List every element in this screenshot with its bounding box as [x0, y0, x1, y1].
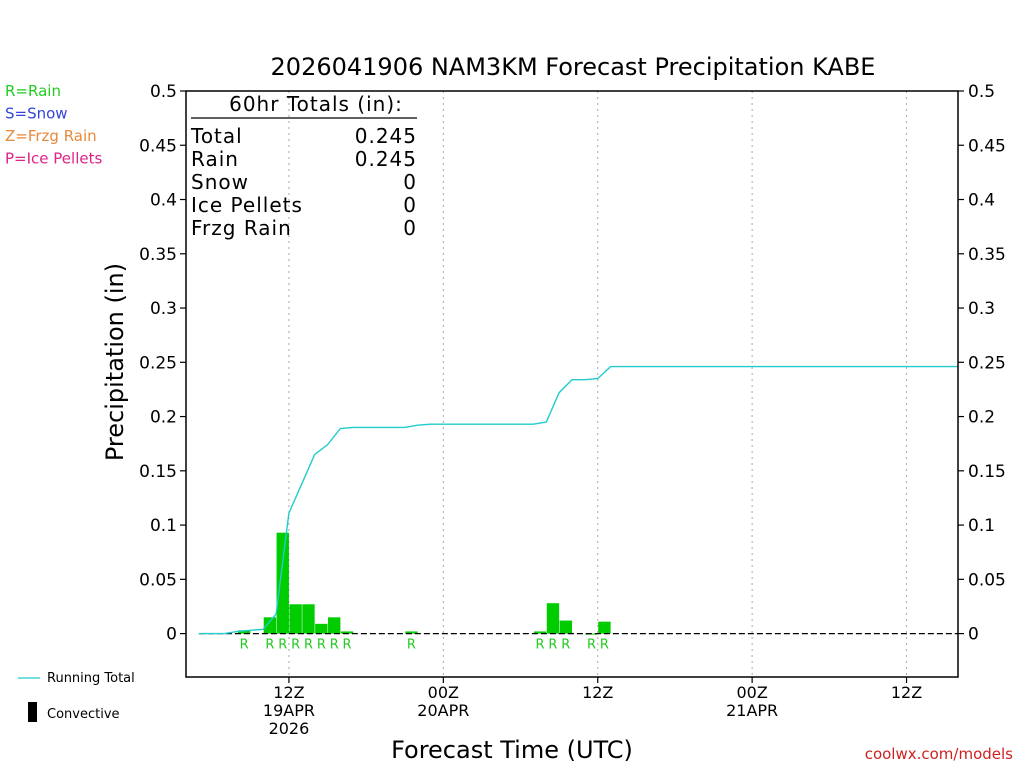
y-tick-label-right: 0.45: [968, 136, 1006, 156]
y-tick-label: 0: [166, 625, 177, 645]
precip-bar: [559, 620, 572, 634]
y-axis-right: 0 0.05 0.1 0.15 0.2 0.25 0.3 0.35 0.4 0.45 0.5: [958, 82, 1006, 645]
y-tick-label: 0.25: [139, 353, 177, 373]
x-tick-label: 20APR: [417, 701, 469, 720]
precip-type-label: R: [278, 638, 287, 653]
y-tick-label-right: 0.25: [968, 353, 1006, 373]
running-total-series: [198, 365, 958, 635]
type-legend-entry: R=Rain: [5, 82, 61, 100]
y-tick-label-right: 0: [968, 625, 979, 645]
precip-type-label: R: [407, 638, 416, 653]
precip-bar: [263, 617, 277, 634]
y-tick-label: 0.5: [150, 82, 177, 102]
y-tick-label-right: 0.4: [968, 191, 995, 211]
precip-type-label: R: [536, 638, 545, 653]
grid-lines: [288, 91, 908, 677]
x-tick-label: 00Z: [736, 683, 767, 702]
y-tick-label: 0.15: [139, 462, 177, 482]
totals-row-label: Ice Pellets: [191, 193, 303, 217]
totals-row-label: Rain: [191, 147, 239, 171]
y-tick-label-right: 0.15: [968, 462, 1006, 482]
y-tick-label-right: 0.1: [968, 516, 995, 536]
x-tick-label: 12Z: [273, 683, 304, 702]
precip-type-legend: R=Rain S=Snow Z=Frzg Rain P=Ice Pellets: [5, 82, 102, 168]
y-tick-label-right: 0.35: [968, 245, 1006, 265]
precip-type-label: R: [240, 638, 249, 653]
totals-row-value: 0: [403, 216, 417, 240]
x-tick-label: 19APR: [263, 701, 315, 720]
x-tick-label: 2026: [269, 719, 310, 738]
running-total-legend-label: Running Total: [47, 671, 135, 686]
y-tick-label: 0.1: [150, 516, 177, 536]
precip-type-label: R: [561, 638, 570, 653]
precip-bars: [237, 532, 611, 635]
y-tick-label-right: 0.2: [968, 408, 995, 428]
convective-legend-label: Convective: [47, 707, 120, 722]
x-tick-label: 21APR: [726, 701, 778, 720]
precip-type-label: R: [265, 638, 274, 653]
footer-credit: coolwx.com/models: [865, 745, 1013, 763]
y-tick-label: 0.45: [139, 136, 177, 156]
precip-type-label: R: [548, 638, 557, 653]
precip-bar: [533, 631, 547, 634]
precip-bar: [598, 621, 611, 634]
y-tick-label: 0.2: [150, 408, 177, 428]
precip-bar: [340, 631, 354, 634]
totals-header: 60hr Totals (in):: [229, 92, 403, 116]
totals-panel: 60hr Totals (in): Total 0.245 Rain 0.245 Snow…: [190, 92, 417, 240]
precip-type-label: R: [343, 638, 352, 653]
x-tick-label: 12Z: [891, 683, 922, 702]
x-axis-label: Forecast Time (UTC): [391, 736, 633, 764]
totals-row-value: 0: [403, 193, 417, 217]
totals-row-label: Snow: [191, 170, 249, 194]
y-tick-label-right: 0.3: [968, 299, 995, 319]
precip-bar: [315, 623, 328, 634]
type-legend-entry: P=Ice Pellets: [5, 150, 102, 168]
y-tick-label: 0.3: [150, 299, 177, 319]
running-total-line: [198, 365, 958, 635]
x-tick-label: 00Z: [428, 683, 459, 702]
y-tick-label-right: 0.05: [968, 570, 1006, 590]
x-tick-label: 12Z: [582, 683, 613, 702]
precip-bar: [328, 617, 341, 634]
plot-frame: [185, 90, 959, 678]
precip-type-label: R: [600, 638, 609, 653]
precip-type-label: R: [304, 638, 313, 653]
y-tick-label: 0.4: [150, 191, 177, 211]
y-tick-label: 0.05: [139, 570, 177, 590]
chart-title: 2026041906 NAM3KM Forecast Precipitation…: [271, 53, 876, 81]
totals-row-value: 0.245: [355, 147, 417, 171]
precip-bar: [405, 631, 418, 634]
y-axis-label: Precipitation (in): [101, 263, 129, 461]
precip-bar: [546, 603, 560, 634]
type-legend-entry: Z=Frzg Rain: [5, 127, 97, 145]
totals-row-label: Frzg Rain: [191, 216, 292, 240]
precip-type-label: R: [317, 638, 326, 653]
y-axis-left: 0 0.05 0.1 0.15 0.2 0.25 0.3 0.35 0.4 0.45 0.5: [139, 82, 186, 645]
precip-bar: [237, 630, 251, 634]
totals-row-value: 0.245: [355, 124, 417, 148]
precip-type-label: R: [330, 638, 339, 653]
y-tick-label-right: 0.5: [968, 82, 995, 102]
precip-bar: [276, 532, 289, 634]
type-legend-entry: S=Snow: [5, 105, 68, 123]
precip-type-label: R: [587, 638, 596, 653]
y-tick-label: 0.35: [139, 245, 177, 265]
totals-row-label: Total: [190, 124, 243, 148]
precip-bar: [302, 604, 315, 634]
precip-bar: [289, 604, 302, 634]
precip-type-label: R: [291, 638, 300, 653]
convective-legend-swatch: [28, 702, 37, 722]
totals-row-value: 0: [403, 170, 417, 194]
